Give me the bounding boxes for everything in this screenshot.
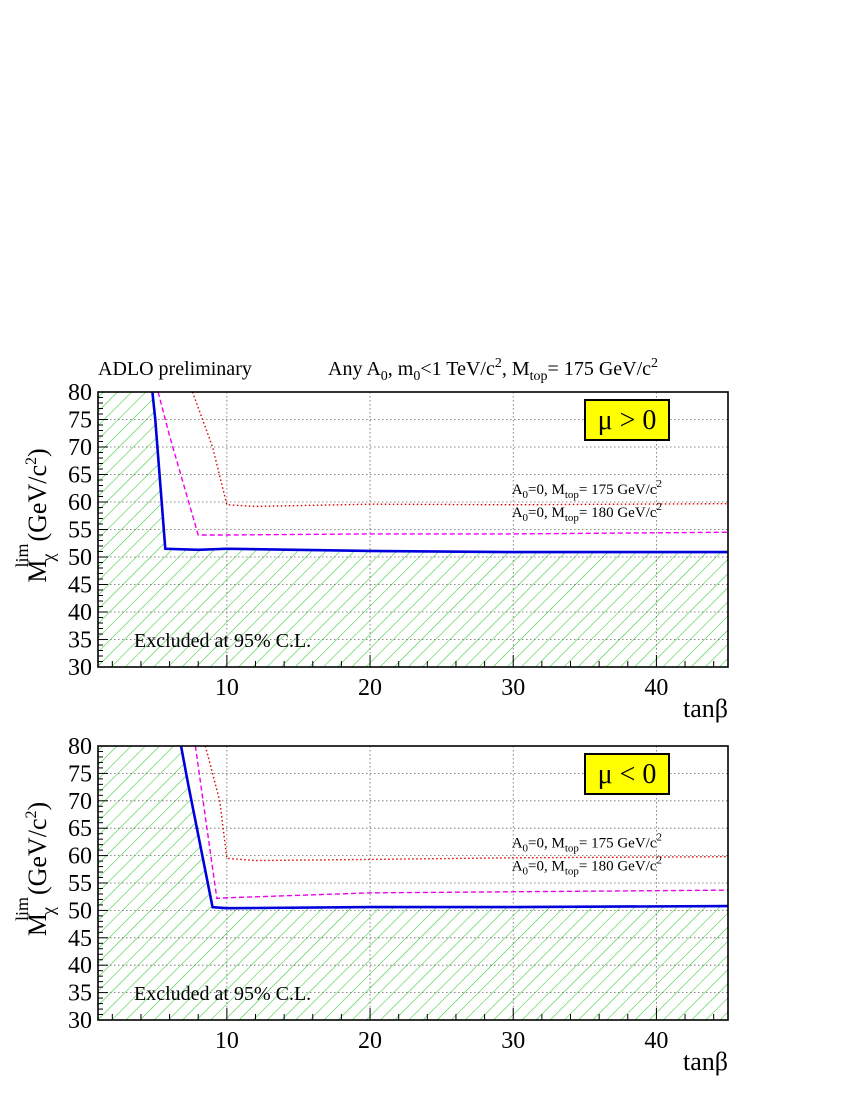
x-tick-label: 40: [644, 1028, 668, 1054]
y-tick-label: 35: [68, 981, 92, 1007]
y-tick-label: 70: [68, 789, 92, 815]
y-tick-label: 80: [68, 380, 92, 406]
header-left: ADLO preliminary: [98, 358, 252, 380]
header-right: Any A0, m0<1 TeV/c2, Mtop= 175 GeV/c2: [328, 356, 658, 384]
mu-badge: μ > 0: [598, 405, 657, 436]
y-tick-label: 45: [68, 926, 92, 952]
y-tick-label: 60: [68, 490, 92, 516]
x-tick-label: 10: [215, 1028, 239, 1054]
y-tick-label: 75: [68, 761, 92, 787]
y-tick-label: 30: [68, 1008, 92, 1034]
x-tick-label: 30: [501, 1028, 525, 1054]
y-tick-label: 70: [68, 435, 92, 461]
y-tick-label: 45: [68, 573, 92, 599]
series-line-dashed: [194, 745, 729, 900]
x-axis-label: tanβ: [683, 694, 728, 723]
mu-badge: μ < 0: [598, 759, 657, 790]
series-line-dotted: [191, 391, 729, 508]
curve-annotation: A0=0, Mtop= 175 GeV/c2: [512, 831, 662, 854]
y-tick-label: 60: [68, 844, 92, 870]
x-tick-label: 20: [358, 1028, 382, 1054]
series-line-dotted: [204, 745, 729, 862]
y-tick-label: 50: [68, 898, 92, 924]
x-tick-label: 20: [358, 675, 382, 701]
x-tick-label: 40: [644, 675, 668, 701]
x-tick-label: 10: [215, 675, 239, 701]
mu-badge-box: [584, 399, 670, 441]
y-tick-label: 50: [68, 545, 92, 571]
y-tick-label: 55: [68, 871, 92, 897]
series-line-solid: [151, 391, 728, 554]
y-tick-label: 65: [68, 463, 92, 489]
excluded-region: [98, 392, 728, 667]
curve-annotation: A0=0, Mtop= 180 GeV/c2: [512, 501, 662, 524]
y-tick-label: 35: [68, 628, 92, 654]
excluded-label: Excluded at 95% C.L.: [134, 630, 311, 652]
mu-badge-box: [584, 753, 670, 795]
y-tick-label: 55: [68, 518, 92, 544]
curve-annotation: A0=0, Mtop= 175 GeV/c2: [512, 478, 662, 501]
y-tick-label: 65: [68, 816, 92, 842]
excluded-region: [98, 746, 728, 1020]
y-axis-label: Mχlim(GeV/c2): [12, 448, 58, 582]
y-axis-label: Mχlim(GeV/c2): [12, 802, 58, 936]
y-tick-label: 30: [68, 655, 92, 681]
x-axis-label: tanβ: [683, 1047, 728, 1076]
y-tick-label: 40: [68, 953, 92, 979]
y-tick-label: 75: [68, 408, 92, 434]
curve-annotation: A0=0, Mtop= 180 GeV/c2: [512, 854, 662, 877]
y-tick-label: 80: [68, 734, 92, 760]
x-tick-label: 30: [501, 675, 525, 701]
series-line-dashed: [157, 391, 729, 536]
series-line-solid: [179, 745, 729, 910]
excluded-label: Excluded at 95% C.L.: [134, 983, 311, 1005]
y-tick-label: 40: [68, 600, 92, 626]
